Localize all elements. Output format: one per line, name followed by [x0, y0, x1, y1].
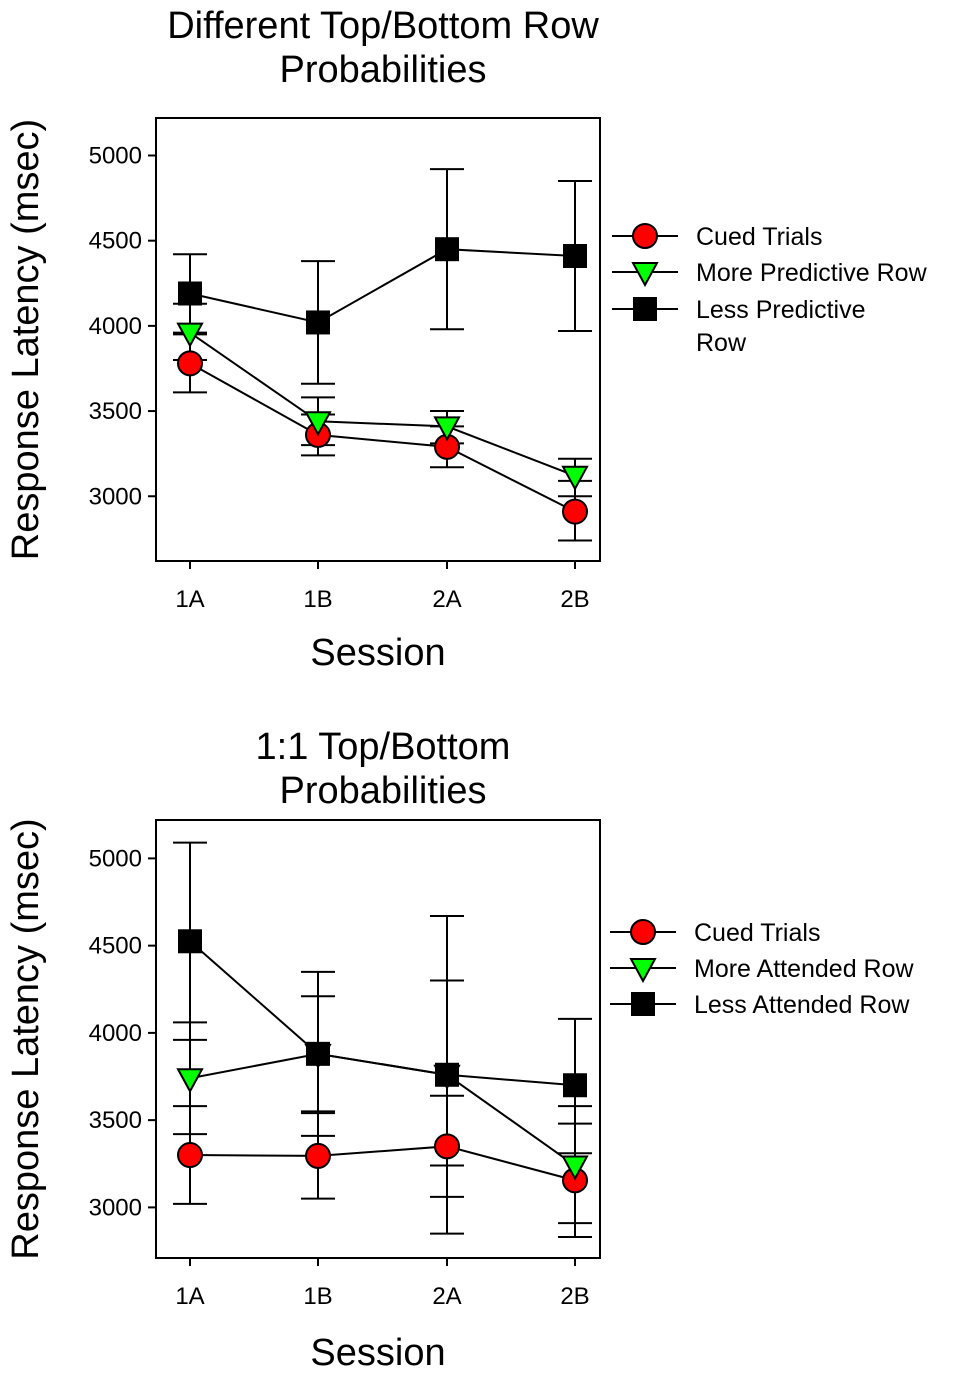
y-tick-label: 4500 — [89, 933, 142, 960]
series-line — [189, 248, 576, 324]
chart-title-line-2: Probabilities — [279, 770, 487, 812]
legend-marker — [633, 297, 657, 321]
series-line — [189, 362, 576, 513]
chart-title-line-1: Different Top/Bottom Row — [167, 5, 599, 47]
series-line — [189, 940, 576, 1087]
x-tick-label: 2B — [560, 1283, 589, 1310]
data-point — [561, 1155, 589, 1181]
data-point — [176, 322, 204, 348]
x-tick-label: 2A — [432, 1283, 461, 1310]
chart-plot: 3000 3500 4000 4500 5000 1A 1B 2A 2B Session Respo… — [5, 818, 915, 1374]
chart-panel-2: 1:1 Top/Bottom Probabilities 3000 3500 400… — [0, 687, 975, 1374]
chart-title-line-2: Probabilities — [279, 49, 487, 91]
data-point — [306, 1041, 330, 1066]
x-tick-label: 1A — [175, 1283, 204, 1310]
x-tick-label: 1B — [303, 586, 332, 613]
chart-title-line-1: 1:1 Top/Bottom — [255, 726, 511, 768]
data-point — [178, 281, 202, 306]
x-axis-label: Session — [310, 632, 445, 674]
data-point — [435, 237, 459, 262]
y-tick-label: 3500 — [89, 1107, 142, 1134]
y-tick-label: 5000 — [89, 142, 142, 169]
x-tick-label: 2A — [432, 586, 461, 613]
legend-label: Cued Trials — [696, 223, 822, 251]
chart-plot: 3000 3500 4000 4500 5000 1A 1B 2A 2B Session Respo… — [5, 117, 928, 674]
data-point — [434, 1133, 460, 1160]
legend-marker — [632, 223, 658, 249]
legend-marker — [631, 262, 659, 288]
legend-marker — [630, 919, 656, 945]
data-point — [435, 1062, 459, 1087]
data-point — [561, 465, 589, 491]
y-tick-label: 4000 — [89, 1020, 142, 1047]
data-point — [176, 1068, 204, 1094]
legend-label: More Predictive Row — [696, 259, 928, 287]
y-tick-label: 3000 — [89, 1194, 142, 1221]
y-tick-label: 4500 — [89, 228, 142, 255]
plot-frame — [155, 117, 601, 562]
legend-label: Less Attended Row — [694, 991, 910, 1019]
legend-marker — [629, 958, 657, 984]
y-axis-label: Response Latency (msec) — [5, 119, 47, 560]
data-point — [177, 1142, 203, 1169]
data-point — [177, 350, 203, 377]
chart-title: 1:1 Top/Bottom Probabilities — [80, 725, 686, 813]
data-point — [304, 411, 332, 437]
legend-marker — [631, 992, 655, 1016]
data-point — [178, 929, 202, 954]
series-line — [189, 331, 576, 477]
chart-title: Different Top/Bottom Row Probabilities — [80, 4, 686, 92]
x-tick-label: 1B — [303, 1283, 332, 1310]
data-point — [305, 1142, 331, 1169]
plot-frame — [155, 819, 601, 1259]
data-point — [563, 244, 587, 269]
chart-panel-1: Different Top/Bottom Row Probabilities 3… — [5, 4, 928, 674]
x-tick-label: 2B — [560, 586, 589, 613]
y-tick-label: 4000 — [89, 313, 142, 340]
legend-label: More Attended Row — [694, 955, 915, 983]
y-tick-label: 5000 — [89, 845, 142, 872]
y-axis-label: Response Latency (msec) — [5, 818, 47, 1259]
y-tick-label: 3000 — [89, 483, 142, 510]
x-tick-label: 1A — [175, 586, 204, 613]
series-line — [189, 1145, 576, 1182]
x-axis-label: Session — [310, 1332, 445, 1374]
data-point — [563, 1073, 587, 1098]
legend-label: Row — [696, 329, 747, 357]
data-point — [433, 416, 461, 442]
y-tick-label: 3500 — [89, 398, 142, 425]
legend-label: Cued Trials — [694, 919, 820, 947]
data-point — [562, 498, 588, 525]
legend-label: Less Predictive — [696, 296, 866, 324]
series-line — [189, 1052, 576, 1167]
data-point — [306, 310, 330, 335]
